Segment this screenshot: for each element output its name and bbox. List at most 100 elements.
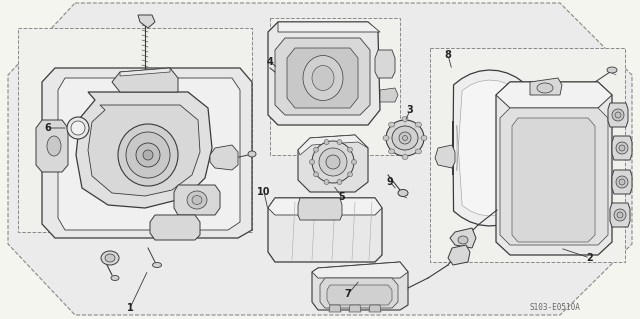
Ellipse shape (421, 136, 427, 140)
Polygon shape (275, 38, 370, 115)
Polygon shape (312, 262, 408, 278)
Polygon shape (430, 48, 625, 262)
Text: 7: 7 (344, 289, 351, 299)
Polygon shape (210, 145, 238, 170)
Ellipse shape (402, 116, 408, 122)
Ellipse shape (614, 209, 626, 221)
Ellipse shape (537, 83, 553, 93)
Ellipse shape (105, 254, 115, 262)
Polygon shape (369, 305, 381, 312)
Polygon shape (8, 3, 632, 315)
Polygon shape (457, 80, 542, 216)
Polygon shape (452, 70, 552, 226)
Ellipse shape (312, 65, 334, 91)
Ellipse shape (67, 117, 89, 139)
Polygon shape (496, 82, 612, 108)
Ellipse shape (187, 191, 207, 209)
Ellipse shape (616, 142, 628, 154)
Text: 10: 10 (257, 187, 271, 197)
Ellipse shape (402, 154, 408, 160)
Ellipse shape (324, 180, 329, 184)
Polygon shape (298, 135, 368, 155)
Polygon shape (298, 198, 342, 220)
Polygon shape (138, 15, 155, 28)
Ellipse shape (248, 151, 256, 157)
Polygon shape (298, 135, 368, 192)
Ellipse shape (458, 236, 468, 244)
Polygon shape (42, 68, 252, 238)
Text: S103-E0510A: S103-E0510A (530, 303, 581, 312)
Polygon shape (612, 136, 632, 160)
Ellipse shape (312, 141, 354, 183)
Ellipse shape (619, 145, 625, 151)
Text: 9: 9 (387, 177, 394, 187)
Polygon shape (327, 285, 392, 305)
Ellipse shape (383, 136, 389, 140)
Ellipse shape (303, 56, 343, 100)
Ellipse shape (619, 179, 625, 185)
Ellipse shape (152, 263, 161, 268)
Polygon shape (329, 305, 341, 312)
Ellipse shape (118, 124, 178, 186)
Polygon shape (608, 103, 628, 127)
Polygon shape (18, 28, 252, 232)
Ellipse shape (143, 150, 153, 160)
Ellipse shape (136, 143, 160, 167)
Ellipse shape (415, 149, 421, 154)
Ellipse shape (607, 67, 617, 73)
Ellipse shape (348, 147, 353, 152)
Polygon shape (612, 170, 632, 194)
Polygon shape (268, 198, 382, 215)
Polygon shape (268, 198, 382, 262)
Polygon shape (500, 108, 608, 245)
Text: 5: 5 (339, 192, 346, 202)
Ellipse shape (310, 160, 314, 165)
Text: 3: 3 (406, 105, 413, 115)
Polygon shape (450, 228, 476, 248)
Ellipse shape (392, 126, 418, 150)
Polygon shape (174, 185, 220, 215)
Ellipse shape (388, 149, 395, 154)
Polygon shape (349, 305, 361, 312)
Ellipse shape (403, 136, 408, 140)
Ellipse shape (415, 122, 421, 127)
Polygon shape (270, 18, 400, 155)
Polygon shape (512, 118, 595, 242)
Polygon shape (380, 88, 398, 102)
Ellipse shape (337, 139, 342, 145)
Polygon shape (268, 22, 380, 125)
Polygon shape (530, 78, 562, 95)
Ellipse shape (111, 276, 119, 280)
Ellipse shape (398, 189, 408, 197)
Polygon shape (120, 68, 170, 76)
Text: 6: 6 (45, 123, 51, 133)
Polygon shape (287, 48, 358, 108)
Ellipse shape (314, 147, 319, 152)
Polygon shape (36, 120, 68, 172)
Ellipse shape (388, 122, 395, 127)
Ellipse shape (337, 180, 342, 184)
Polygon shape (312, 262, 408, 310)
Ellipse shape (126, 132, 170, 178)
Polygon shape (610, 203, 630, 227)
Polygon shape (76, 92, 212, 208)
Polygon shape (375, 50, 395, 78)
Ellipse shape (617, 212, 623, 218)
Text: 4: 4 (267, 57, 273, 67)
Polygon shape (58, 78, 240, 230)
Text: 1: 1 (127, 303, 133, 313)
Polygon shape (448, 245, 470, 265)
Polygon shape (112, 68, 178, 92)
Ellipse shape (101, 251, 119, 265)
Ellipse shape (324, 139, 329, 145)
Ellipse shape (351, 160, 356, 165)
Polygon shape (88, 105, 200, 196)
Ellipse shape (348, 172, 353, 177)
Ellipse shape (192, 196, 202, 204)
Ellipse shape (386, 120, 424, 156)
Ellipse shape (399, 132, 411, 144)
Ellipse shape (615, 112, 621, 118)
Text: 2: 2 (587, 253, 593, 263)
Ellipse shape (616, 176, 628, 188)
Ellipse shape (326, 155, 340, 169)
